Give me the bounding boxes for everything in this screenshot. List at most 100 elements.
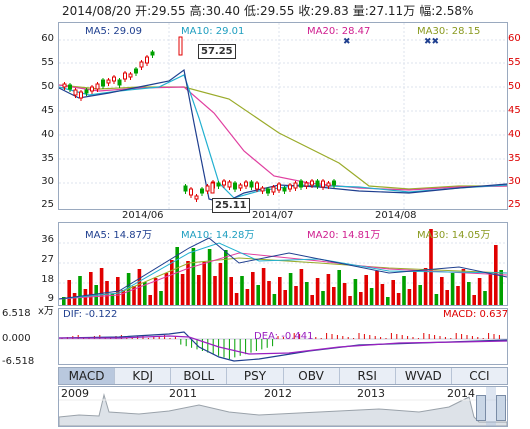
tab-wvad[interactable]: WVAD	[396, 368, 452, 384]
candle-body	[112, 76, 116, 82]
volume-bar	[456, 286, 460, 305]
volume-bar	[413, 272, 417, 305]
volume-bar	[310, 295, 314, 305]
macd-chart-panel[interactable]: DIF: -0.122 DEA: -0.441 MACD: 0.637	[58, 308, 508, 365]
volume-bar	[353, 279, 358, 305]
candle-body	[216, 182, 221, 187]
volume-bar	[256, 285, 260, 305]
volume-bar	[402, 276, 406, 305]
navigator-window[interactable]	[486, 387, 496, 426]
price-axis-label: 35	[508, 153, 521, 164]
price-ma30-legend: MA30: 28.15	[417, 26, 481, 37]
volume-bar	[186, 261, 190, 305]
candle-body	[238, 184, 243, 189]
date-label: 2014/07	[252, 210, 294, 221]
volume-bar	[251, 272, 255, 305]
macd-axis-label: 0.000	[2, 333, 31, 344]
tab-obv[interactable]: OBV	[284, 368, 340, 384]
price-axis-label: 25	[508, 199, 521, 210]
volume-axis-label: 36	[41, 234, 54, 245]
volume-bar	[72, 293, 77, 305]
navigator-sparkline	[59, 393, 507, 426]
low-price-callout: 25.11	[212, 198, 250, 213]
volume-bar	[143, 282, 147, 305]
volume-bar	[407, 289, 412, 305]
candle-body	[277, 183, 281, 191]
price-axis-label: 30	[41, 176, 54, 187]
candle-body	[145, 56, 149, 64]
price-ma10-legend: MA10: 29.01	[181, 26, 245, 37]
volume-bar	[213, 276, 217, 305]
price-chart-panel[interactable]: MA5: 29.09 MA10: 29.01 MA20: 28.47 MA30:…	[58, 22, 508, 210]
quote-high: 高:30.40	[189, 4, 240, 18]
volume-bar	[164, 273, 169, 305]
volume-bar	[418, 285, 422, 305]
quote-date: 2014/08/20	[62, 4, 132, 18]
nav-year-label: 2009	[61, 387, 89, 400]
price-chart	[59, 23, 507, 209]
volume-bar	[278, 277, 282, 305]
navigator-left-handle[interactable]	[476, 395, 486, 421]
volume-bar	[197, 275, 201, 305]
macd-value-legend: MACD: 0.637	[443, 309, 509, 320]
volume-bar	[488, 274, 493, 305]
ma30-marker-icon: ✖✖	[424, 37, 440, 47]
price-axis-label: 40	[41, 129, 54, 140]
macd-chart	[59, 331, 507, 362]
candle-body	[73, 89, 78, 96]
candle-body	[304, 182, 309, 187]
candle-body	[68, 84, 72, 90]
nav-year-label: 2013	[357, 387, 385, 400]
candle-body	[222, 180, 226, 186]
volume-bar	[148, 295, 152, 305]
volume-unit-label: x万	[38, 306, 54, 317]
candlesticks	[62, 36, 336, 202]
volume-bar	[132, 286, 136, 305]
volume-bar	[461, 269, 466, 305]
tab-macd[interactable]: MACD	[59, 368, 116, 384]
volume-bar	[272, 294, 277, 305]
macd-axis-label: 6.518	[2, 308, 31, 319]
quote-header: 2014/08/20 开:29.55 高:30.40 低:29.55 收:29.83 量:…	[62, 2, 477, 19]
volume-axis-label: 18	[41, 274, 54, 285]
quote-open: 开:29.55	[135, 4, 186, 18]
candle-body	[139, 61, 144, 68]
tab-rsi[interactable]: RSI	[340, 368, 396, 384]
volume-chart-panel[interactable]: MA5: 14.87万 MA10: 14.28万 MA20: 14.81万 MA…	[58, 222, 508, 306]
volume-bar	[294, 286, 298, 305]
quote-amplitude: 幅:2.58%	[419, 4, 474, 18]
volume-bar	[472, 295, 476, 305]
price-axis-label: 45	[508, 105, 521, 116]
ma20-marker-icon: ✖	[343, 37, 351, 47]
volume-bar	[483, 291, 487, 305]
nav-year-label: 2011	[169, 387, 197, 400]
volume-bar	[299, 269, 304, 305]
volume-bar	[89, 272, 93, 305]
price-axis-label: 55	[508, 57, 521, 68]
candle-body	[150, 51, 155, 56]
candle-body	[205, 185, 210, 192]
volume-bar	[450, 273, 455, 305]
tab-psy[interactable]: PSY	[227, 368, 284, 384]
candle-body	[101, 79, 105, 87]
volume-axis-label: 9	[47, 293, 54, 304]
candle-body	[134, 68, 138, 74]
price-axis-label: 35	[41, 153, 54, 164]
tab-boll[interactable]: BOLL	[171, 368, 228, 384]
volume-bar	[153, 278, 158, 305]
date-label: 2014/08	[375, 210, 417, 221]
volume-bar	[364, 275, 368, 305]
tab-kdj[interactable]: KDJ	[115, 368, 172, 384]
tab-cci[interactable]: CCI	[469, 369, 490, 383]
price-axis-label: 60	[41, 33, 54, 44]
candle-body	[79, 91, 83, 99]
volume-bar	[175, 247, 179, 305]
candle-body	[90, 86, 94, 92]
macd-axis-label: -6.518	[2, 356, 35, 367]
candle-body	[183, 185, 188, 192]
volume-bar	[332, 287, 336, 305]
volume-bar	[315, 278, 320, 305]
navigator-right-handle[interactable]	[496, 395, 506, 421]
volume-bar	[348, 296, 352, 305]
timeline-navigator[interactable]: 2009 2011 2012 2013 2014	[58, 386, 508, 427]
